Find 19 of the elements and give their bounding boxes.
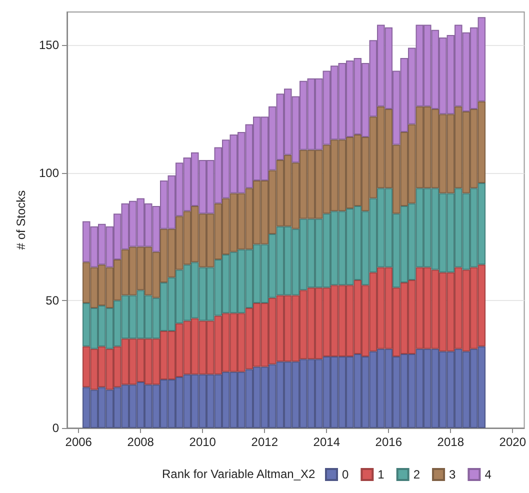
y-axis-title: # of Stocks — [14, 190, 28, 250]
legend-label: 4 — [484, 468, 492, 482]
legend-label: 0 — [342, 468, 349, 482]
y-tick-label: 100 — [38, 166, 60, 180]
x-tick-label: 2012 — [251, 435, 278, 449]
x-tick-label: 2018 — [437, 435, 464, 449]
legend-title: Rank for Variable Altman_X2 — [162, 467, 316, 481]
x-tick-label: 2020 — [499, 435, 526, 449]
x-tick-label: 2008 — [127, 435, 154, 449]
x-tick-label: 2014 — [313, 435, 340, 449]
legend-label: 3 — [449, 468, 456, 482]
y-tick-label: 0 — [52, 421, 60, 435]
x-tick-label: 2010 — [189, 435, 216, 449]
y-tick-label: 50 — [46, 293, 60, 308]
x-tick-label: 2016 — [375, 435, 402, 449]
x-tick-label: 2006 — [65, 435, 92, 449]
y-tick-label: 150 — [38, 38, 60, 52]
legend-label: 1 — [378, 468, 385, 482]
legend-label: 2 — [413, 468, 420, 482]
